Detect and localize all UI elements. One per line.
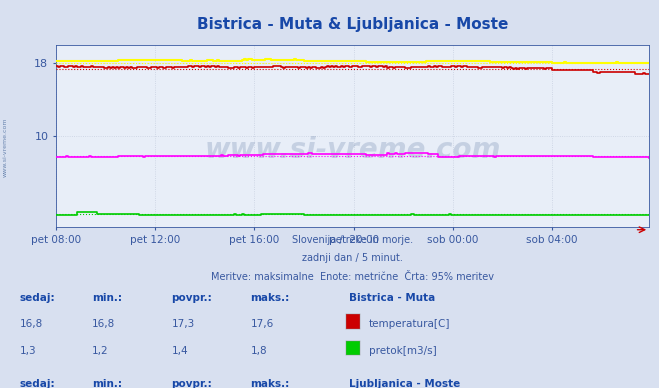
Text: zadnji dan / 5 minut.: zadnji dan / 5 minut. [302, 253, 403, 263]
Text: www.si-vreme.com: www.si-vreme.com [3, 118, 8, 177]
Text: sedaj:: sedaj: [20, 379, 55, 388]
Text: Ljubljanica - Moste: Ljubljanica - Moste [349, 379, 461, 388]
Text: min.:: min.: [92, 293, 123, 303]
Text: 1,4: 1,4 [171, 346, 188, 356]
Text: 16,8: 16,8 [92, 319, 115, 329]
Text: Bistrica - Muta: Bistrica - Muta [349, 293, 436, 303]
Text: Bistrica - Muta & Ljubljanica - Moste: Bistrica - Muta & Ljubljanica - Moste [197, 17, 508, 33]
Text: pretok[m3/s]: pretok[m3/s] [369, 346, 437, 356]
Text: 16,8: 16,8 [20, 319, 43, 329]
Text: 1,8: 1,8 [250, 346, 267, 356]
Text: maks.:: maks.: [250, 293, 290, 303]
Text: temperatura[C]: temperatura[C] [369, 319, 451, 329]
Text: povpr.:: povpr.: [171, 293, 212, 303]
Text: sedaj:: sedaj: [20, 293, 55, 303]
Text: 1,2: 1,2 [92, 346, 109, 356]
Text: Slovenija / reke in morje.: Slovenija / reke in morje. [292, 235, 413, 245]
Text: 17,3: 17,3 [171, 319, 194, 329]
Text: www.si-vreme.com: www.si-vreme.com [204, 137, 501, 165]
Text: min.:: min.: [92, 379, 123, 388]
Text: 17,6: 17,6 [250, 319, 273, 329]
Text: Meritve: maksimalne  Enote: metrične  Črta: 95% meritev: Meritve: maksimalne Enote: metrične Črta… [211, 272, 494, 282]
Text: maks.:: maks.: [250, 379, 290, 388]
Text: povpr.:: povpr.: [171, 379, 212, 388]
Text: 1,3: 1,3 [20, 346, 36, 356]
